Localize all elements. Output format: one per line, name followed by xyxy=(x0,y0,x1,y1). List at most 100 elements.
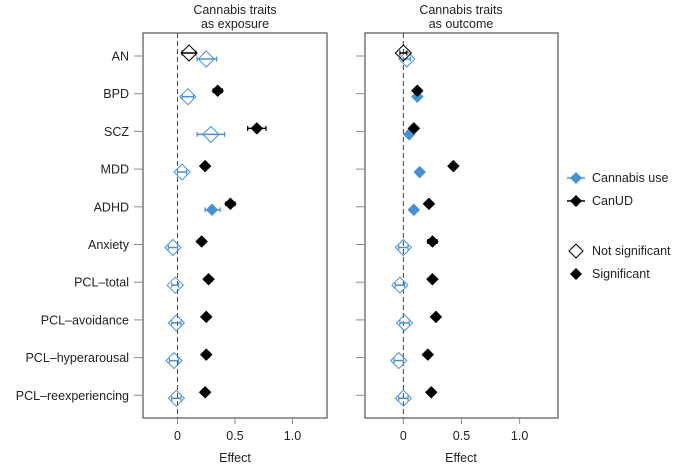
not-significant-diamond-marker xyxy=(165,351,183,370)
point-canud xyxy=(424,385,438,399)
significant-diamond-marker xyxy=(198,385,212,399)
not-significant-diamond-marker xyxy=(197,50,215,68)
point-cannabis-use xyxy=(391,276,409,294)
point-cannabis-use xyxy=(167,389,186,408)
legend-label-cannabis-use: Cannabis use xyxy=(592,171,668,185)
point-cannabis-use xyxy=(395,314,414,332)
not-significant-diamond-marker xyxy=(202,125,220,144)
point-cannabis-use xyxy=(166,276,184,294)
legend-item-significant: Significant xyxy=(570,267,650,281)
x-tick-label: 0.5 xyxy=(226,429,243,443)
significant-diamond-marker xyxy=(407,203,421,217)
legend-label-significant: Significant xyxy=(592,267,650,281)
point-canud xyxy=(421,348,435,361)
not-significant-diamond-marker xyxy=(164,238,182,257)
y-tick-label: PCL–total xyxy=(74,276,129,290)
point-canud xyxy=(211,84,225,98)
legend-filled-diamond-icon xyxy=(570,268,582,280)
y-tick-label: MDD xyxy=(101,163,129,177)
significant-diamond-marker xyxy=(205,203,219,217)
point-cannabis-use xyxy=(167,314,186,332)
legend-item-not-significant: Not significant xyxy=(568,243,671,259)
x-tick-label: 0.5 xyxy=(453,429,470,443)
point-canud xyxy=(247,122,267,135)
point-canud xyxy=(198,385,212,399)
point-cannabis-use xyxy=(407,203,421,217)
significant-diamond-marker xyxy=(199,310,213,324)
point-canud xyxy=(202,272,215,286)
not-significant-diamond-marker xyxy=(166,276,184,294)
significant-diamond-marker xyxy=(429,310,443,324)
significant-diamond-marker xyxy=(407,122,421,135)
significant-diamond-marker xyxy=(202,272,215,286)
not-significant-diamond-marker xyxy=(180,44,198,62)
significant-diamond-marker xyxy=(421,348,435,361)
y-tick-label: BPD xyxy=(103,87,129,101)
legend-item-canud: CanUD xyxy=(567,194,633,208)
point-cannabis-use xyxy=(390,351,408,370)
point-canud xyxy=(447,159,460,173)
x-axis-label-left: Effect xyxy=(219,451,251,465)
legend-diamond-cannabis-use-icon xyxy=(570,172,582,184)
legend-item-cannabis-use: Cannabis use xyxy=(567,171,668,185)
significant-diamond-marker xyxy=(199,348,213,361)
panel-left-title-line1: Cannabis traits xyxy=(193,3,276,17)
x-tick-label: 0 xyxy=(174,429,181,443)
not-significant-diamond-marker xyxy=(173,163,191,181)
panel-right-title-line2: as outcome xyxy=(429,17,494,31)
point-cannabis-use xyxy=(394,389,413,408)
not-significant-diamond-marker xyxy=(394,238,413,257)
point-cannabis-use xyxy=(165,351,183,370)
point-cannabis-use xyxy=(204,203,221,217)
point-canud xyxy=(199,348,213,361)
point-canud xyxy=(410,84,424,98)
legend: Cannabis use CanUD Not significant Signi… xyxy=(567,171,671,281)
not-significant-diamond-marker xyxy=(167,314,186,332)
significant-diamond-marker xyxy=(211,84,225,98)
point-canud xyxy=(407,122,421,135)
point-canud xyxy=(224,197,237,211)
point-cannabis-use xyxy=(196,125,226,144)
point-cannabis-use xyxy=(196,50,218,68)
y-tick-label: AN xyxy=(112,50,129,64)
point-canud xyxy=(195,235,209,248)
x-axis-label-right: Effect xyxy=(445,451,477,465)
point-canud xyxy=(199,310,213,324)
significant-diamond-marker xyxy=(413,165,426,179)
significant-diamond-marker xyxy=(250,122,264,135)
legend-label-canud: CanUD xyxy=(592,194,633,208)
not-significant-diamond-marker xyxy=(167,389,186,408)
y-tick-label: PCL–reexperiencing xyxy=(16,389,129,403)
significant-diamond-marker xyxy=(198,159,212,173)
panel-exposure: 0 0.5 1.0 AN BPD SCZ MDD ADHD Anxiety PCL–total PC… xyxy=(16,32,328,443)
significant-diamond-marker xyxy=(195,235,209,248)
not-significant-diamond-marker xyxy=(179,87,197,106)
significant-diamond-marker xyxy=(447,159,460,173)
y-tick-label: Anxiety xyxy=(88,238,130,252)
point-canud xyxy=(198,159,212,173)
not-significant-diamond-marker xyxy=(395,314,414,332)
legend-label-not-significant: Not significant xyxy=(592,244,671,258)
y-tick-label: SCZ xyxy=(104,125,129,139)
point-canud xyxy=(422,197,436,211)
legend-diamond-canud-icon xyxy=(570,195,582,207)
panel-left-title-line2: as exposure xyxy=(201,17,269,31)
panel-outcome: 0 0.5 1.0 xyxy=(356,32,559,443)
point-cannabis-use xyxy=(398,50,416,68)
point-cannabis-use xyxy=(179,87,197,106)
point-cannabis-use xyxy=(394,238,413,257)
point-canud xyxy=(394,44,413,62)
not-significant-diamond-marker xyxy=(391,276,409,294)
y-tick-label: PCL–hyperarousal xyxy=(25,351,129,365)
significant-diamond-marker xyxy=(410,84,424,98)
point-cannabis-use xyxy=(164,238,182,257)
y-tick-label: ADHD xyxy=(94,200,129,214)
significant-diamond-marker xyxy=(426,235,439,248)
x-tick-label: 1.0 xyxy=(284,429,301,443)
not-significant-diamond-marker xyxy=(394,44,413,62)
panel-right-title-line1: Cannabis traits xyxy=(419,3,502,17)
significant-diamond-marker xyxy=(422,197,436,211)
point-cannabis-use xyxy=(413,165,426,179)
y-tick-label: PCL–avoidance xyxy=(41,313,129,327)
